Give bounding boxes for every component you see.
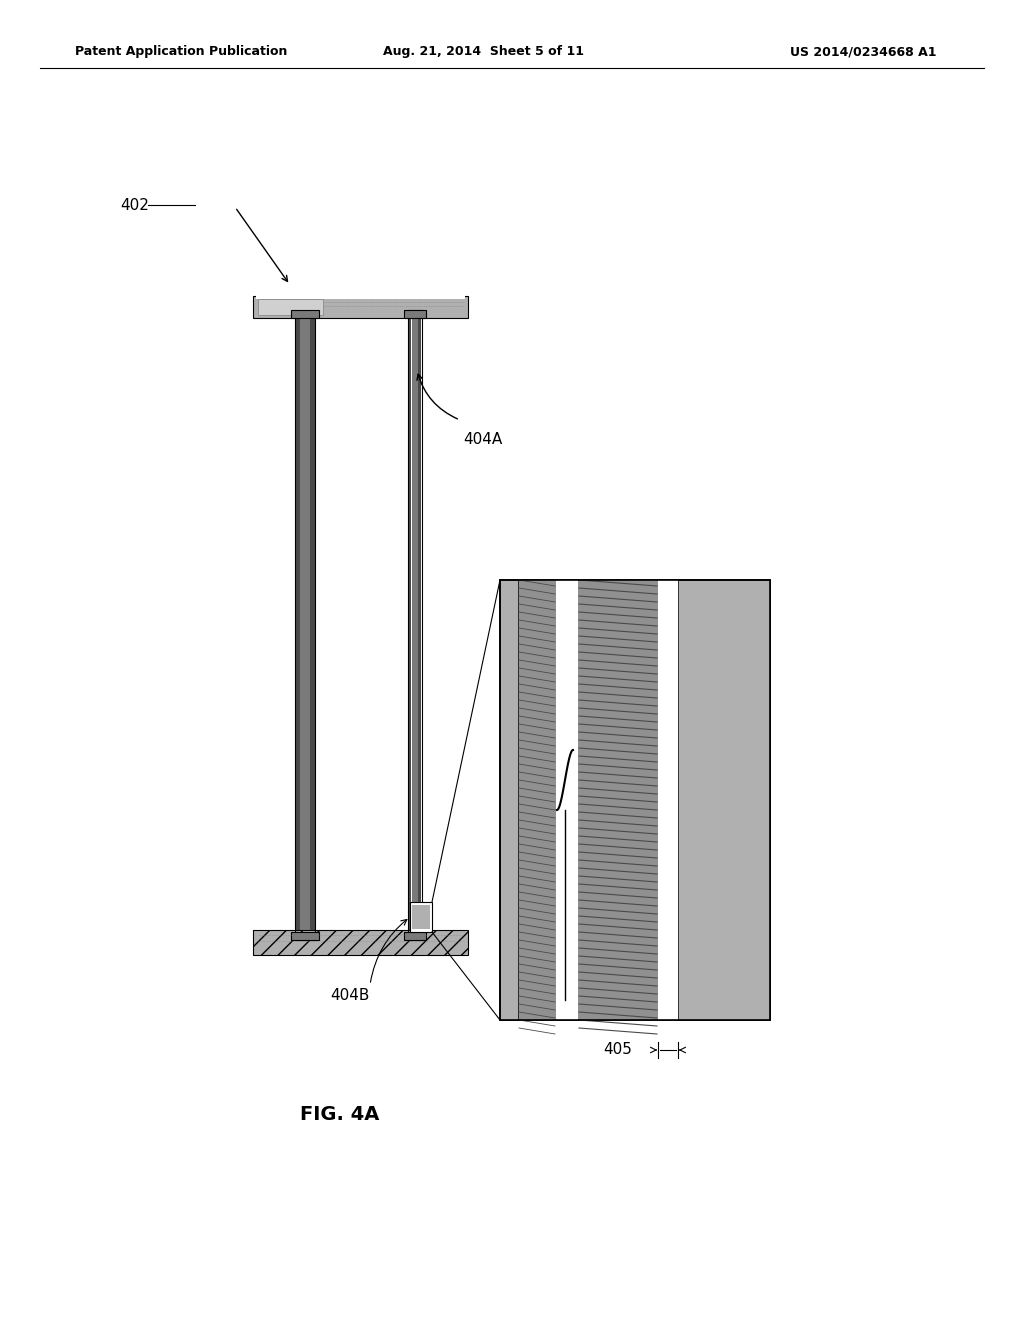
- Bar: [418, 310, 421, 940]
- Bar: [253, 931, 468, 954]
- Text: 404B: 404B: [330, 987, 370, 1002]
- Bar: [408, 310, 411, 940]
- Bar: [408, 310, 422, 940]
- Bar: [404, 310, 426, 318]
- Bar: [291, 310, 319, 318]
- Bar: [412, 906, 430, 929]
- Text: 404B: 404B: [530, 612, 569, 627]
- Bar: [500, 579, 518, 1020]
- Bar: [578, 579, 658, 1020]
- Text: 404A: 404A: [463, 433, 502, 447]
- Text: 402: 402: [120, 198, 148, 213]
- Bar: [258, 300, 323, 315]
- Bar: [310, 310, 315, 940]
- Bar: [253, 296, 468, 318]
- Text: US 2014/0234668 A1: US 2014/0234668 A1: [790, 45, 937, 58]
- Bar: [256, 293, 465, 300]
- Bar: [518, 579, 556, 1020]
- Bar: [404, 932, 426, 940]
- Bar: [556, 579, 578, 1020]
- Bar: [291, 932, 319, 940]
- Text: Aug. 21, 2014  Sheet 5 of 11: Aug. 21, 2014 Sheet 5 of 11: [383, 45, 584, 58]
- Bar: [678, 579, 770, 1020]
- Text: 405: 405: [603, 1043, 632, 1057]
- Bar: [300, 310, 310, 940]
- Bar: [295, 310, 315, 940]
- Bar: [500, 579, 770, 1020]
- Bar: [295, 310, 300, 940]
- Bar: [410, 902, 432, 932]
- Bar: [412, 310, 419, 940]
- Bar: [500, 579, 770, 1020]
- Text: FIG. 4A: FIG. 4A: [300, 1106, 380, 1125]
- Bar: [500, 579, 518, 1020]
- Bar: [658, 579, 678, 1020]
- Text: Patent Application Publication: Patent Application Publication: [75, 45, 288, 58]
- Bar: [678, 579, 770, 1020]
